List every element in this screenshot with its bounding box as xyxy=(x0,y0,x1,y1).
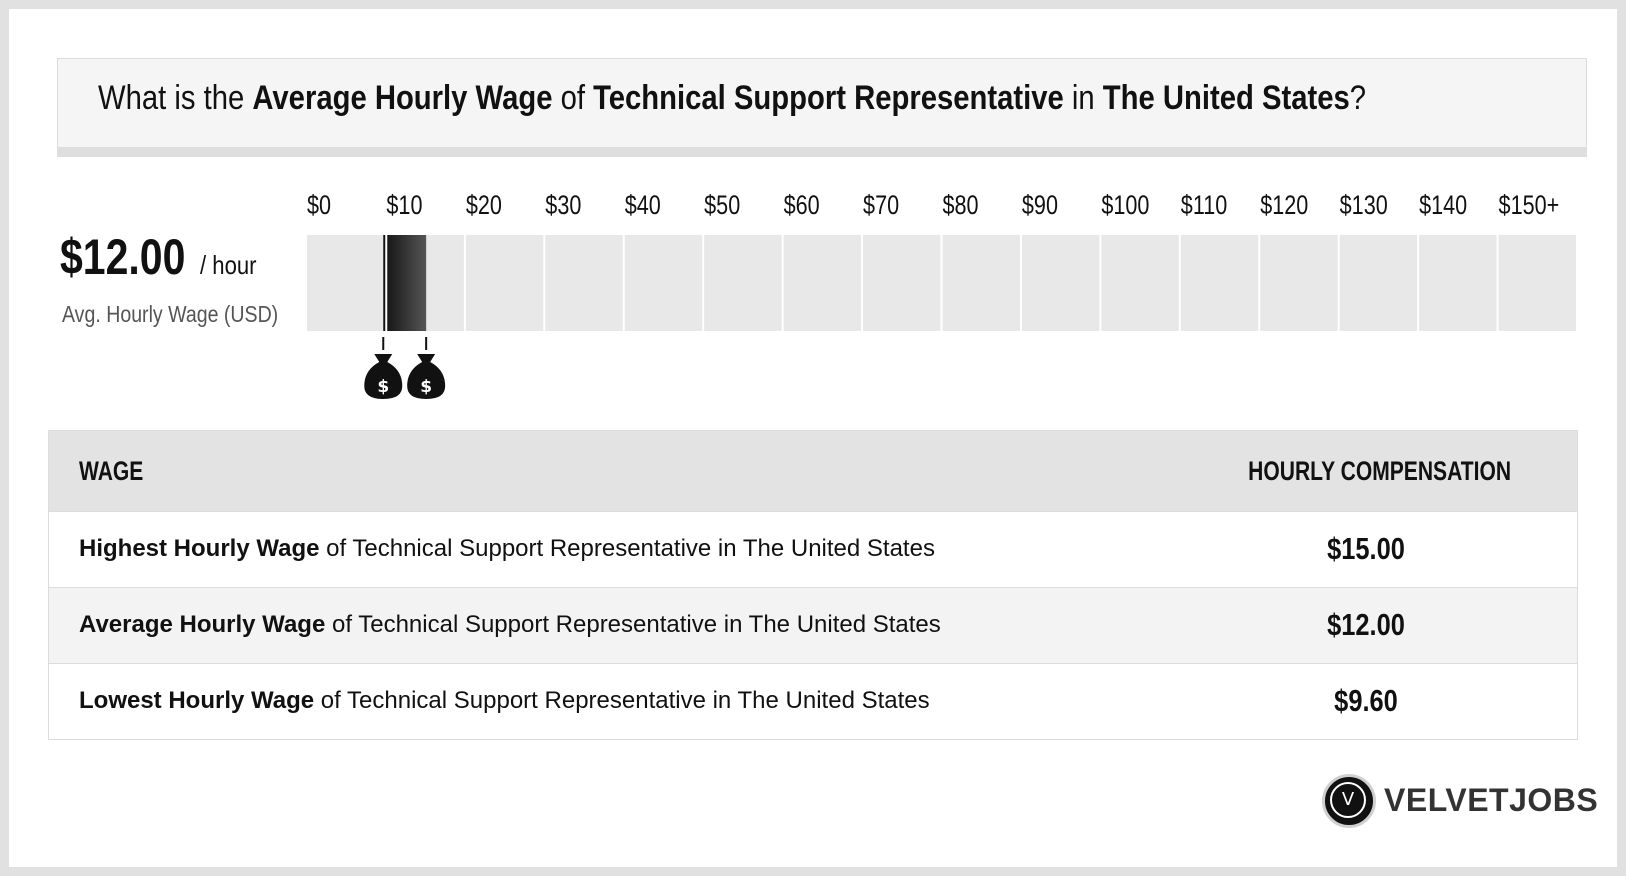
title-banner: What is the Average Hourly Wage of Techn… xyxy=(57,58,1587,157)
x-axis-ticks: $0 $10 $20 $30 $40 $50 $60 $70 $80 $90 $100 $110 $12… xyxy=(307,191,1559,221)
track-cell xyxy=(1498,235,1576,331)
x-tick-label: $150+ xyxy=(1499,191,1560,221)
x-tick-label: $40 xyxy=(625,191,661,221)
x-tick-label: $30 xyxy=(545,191,581,221)
money-bag-glyph: $ xyxy=(420,377,432,397)
x-tick-label: $80 xyxy=(943,191,979,221)
row-label: Lowest Hourly Wage of Technical Support … xyxy=(79,687,930,715)
table-row-lowest: Lowest Hourly Wage of Technical Support … xyxy=(49,663,1577,739)
row-label-bold: Lowest Hourly Wage xyxy=(79,687,315,714)
wage-range-bar xyxy=(383,235,427,331)
title-text-1: What is the xyxy=(98,79,253,117)
track-cell xyxy=(1419,235,1497,331)
track-cell xyxy=(1180,235,1259,331)
money-bag-icon: $ xyxy=(407,337,446,399)
track-cell xyxy=(1021,235,1100,331)
money-bag-shape xyxy=(407,354,446,399)
x-tick-label: $120 xyxy=(1260,191,1308,221)
row-label-rest: of Technical Support Representative in T… xyxy=(319,535,935,562)
logo-letter: V xyxy=(1330,782,1366,818)
average-wage-unit: / hour xyxy=(200,250,257,280)
money-bag-icon: $ xyxy=(364,337,403,399)
x-tick-label: $50 xyxy=(704,191,740,221)
x-tick-label: $70 xyxy=(863,191,899,221)
title-bold-3: The United States xyxy=(1102,79,1350,117)
title-text-2: of xyxy=(552,79,594,117)
track-cell xyxy=(624,235,703,331)
row-label-bold: Average Hourly Wage xyxy=(79,611,326,638)
row-label-bold: Highest Hourly Wage xyxy=(79,535,320,562)
header-hourly-compensation: HOURLY COMPENSATION xyxy=(1248,456,1511,486)
money-bag-glyph: $ xyxy=(377,377,389,397)
title-text-4: ? xyxy=(1349,79,1367,117)
title-bold-2: Technical Support Representative xyxy=(593,79,1064,117)
track-cell xyxy=(465,235,544,331)
row-label-rest: of Technical Support Representative in T… xyxy=(325,611,941,638)
track-cell xyxy=(783,235,862,331)
wage-table: WAGE HOURLY COMPENSATION Highest Hourly … xyxy=(48,430,1578,740)
wage-range-chart: $0 $10 $20 $30 $40 $50 $60 $70 $80 $90 $100 $110 $12… xyxy=(307,191,1576,399)
x-tick-label: $100 xyxy=(1101,191,1149,221)
x-tick-label: $60 xyxy=(784,191,820,221)
x-tick-label: $110 xyxy=(1181,191,1227,221)
row-value: $15.00 xyxy=(1327,531,1405,566)
average-wage-value: $12.00 xyxy=(60,229,186,285)
chart-track xyxy=(307,235,1576,331)
chart-bars xyxy=(383,235,427,331)
average-wage-label: Avg. Hourly Wage (USD) xyxy=(62,301,279,327)
track-cell xyxy=(1260,235,1338,331)
track-cell xyxy=(863,235,941,331)
x-tick-label: $90 xyxy=(1022,191,1058,221)
row-value: $9.60 xyxy=(1334,683,1398,718)
chart-markers: $ $ xyxy=(364,337,446,399)
logo-mark: V xyxy=(1322,774,1376,828)
track-cell xyxy=(545,235,623,331)
row-label-rest: of Technical Support Representative in T… xyxy=(314,687,930,714)
page-title: What is the Average Hourly Wage of Techn… xyxy=(98,79,1366,118)
track-cell xyxy=(307,235,385,331)
row-label: Highest Hourly Wage of Technical Support… xyxy=(79,535,935,563)
x-tick-label: $140 xyxy=(1419,191,1467,221)
x-tick-label: $10 xyxy=(386,191,422,221)
track-cell xyxy=(1101,235,1179,331)
row-value: $12.00 xyxy=(1327,607,1405,642)
track-cell xyxy=(704,235,782,331)
table-header: WAGE HOURLY COMPENSATION xyxy=(49,431,1577,511)
track-cell xyxy=(1339,235,1418,331)
table-row-highest: Highest Hourly Wage of Technical Support… xyxy=(49,511,1577,587)
table-row-average: Average Hourly Wage of Technical Support… xyxy=(49,587,1577,663)
logo-wordmark: VELVETJOBS xyxy=(1384,782,1599,818)
header-wage: WAGE xyxy=(79,456,144,486)
money-bag-shape xyxy=(364,354,403,399)
title-bold-1: Average Hourly Wage xyxy=(252,79,553,117)
track-cell xyxy=(942,235,1020,331)
x-tick-label: $130 xyxy=(1340,191,1388,221)
row-label: Average Hourly Wage of Technical Support… xyxy=(79,611,941,639)
title-text-3: in xyxy=(1063,79,1103,117)
x-tick-label: $20 xyxy=(466,191,502,221)
x-tick-label: $0 xyxy=(307,191,331,221)
